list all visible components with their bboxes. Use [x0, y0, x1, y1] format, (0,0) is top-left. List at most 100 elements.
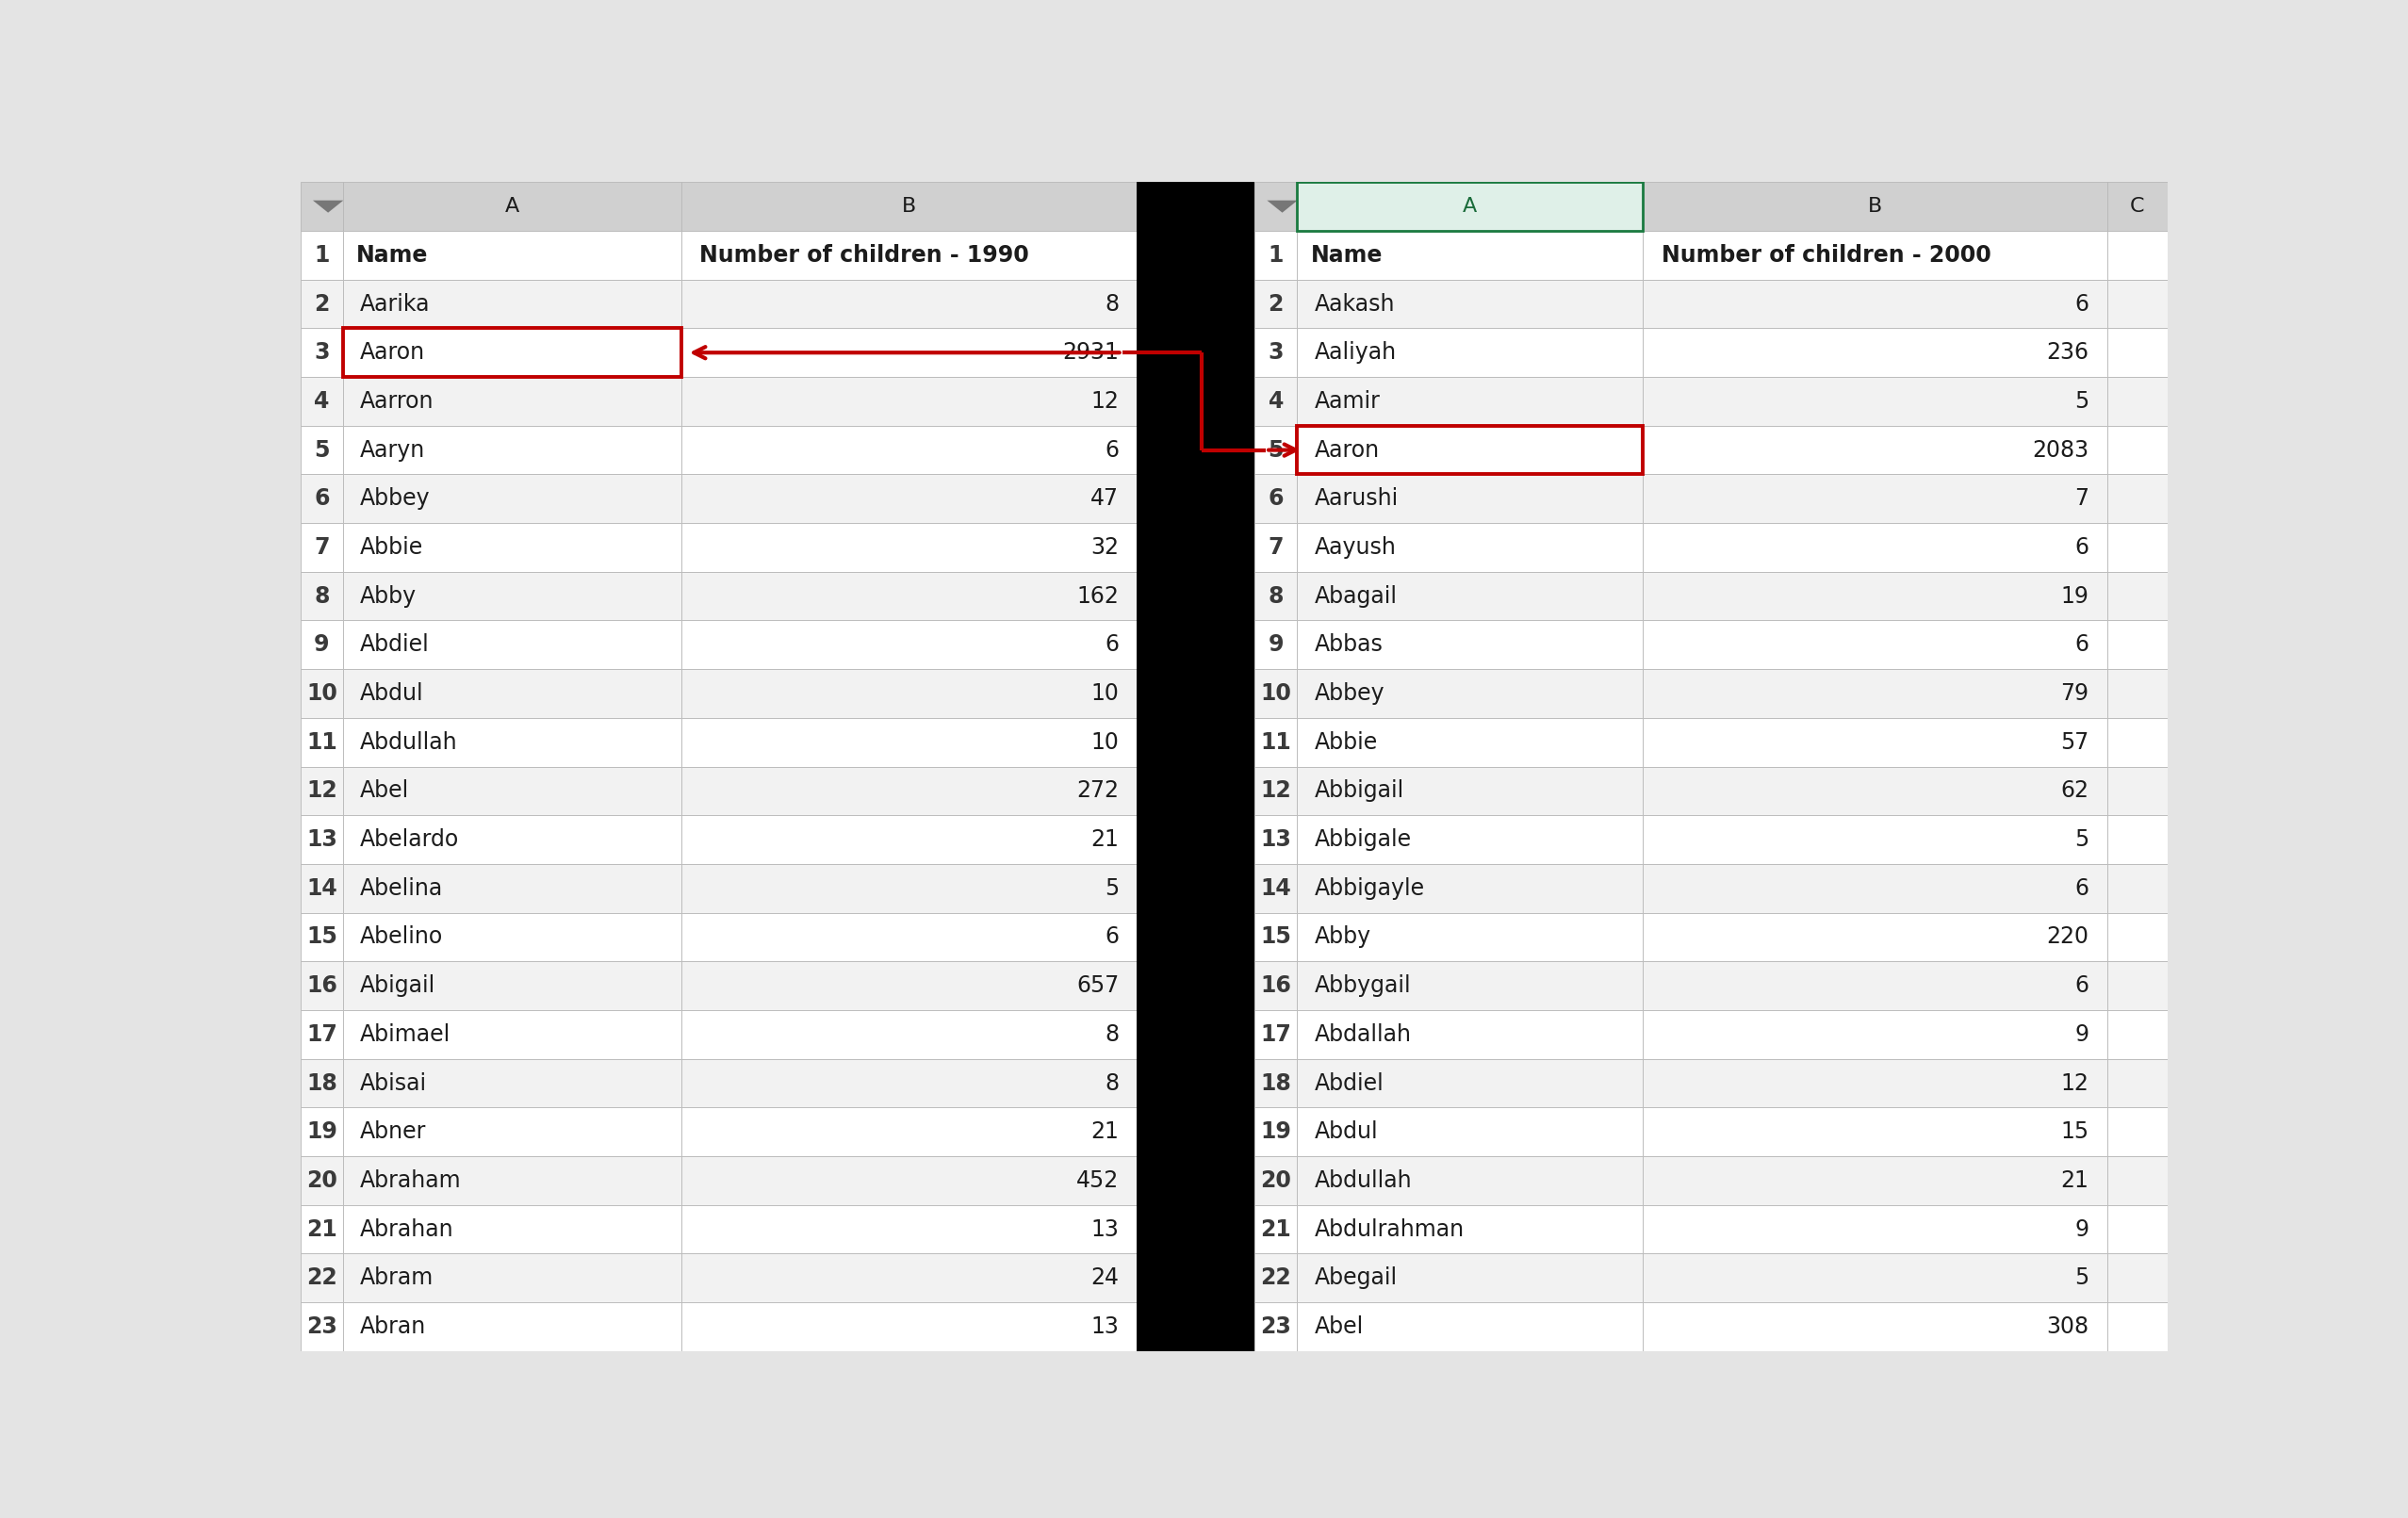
Text: Abbigayle: Abbigayle	[1315, 877, 1426, 900]
Text: 15: 15	[2061, 1120, 2088, 1143]
Text: 8: 8	[1269, 584, 1283, 607]
Text: 6: 6	[2076, 975, 2088, 997]
Bar	[681, 1157, 1137, 1205]
Text: Abagail: Abagail	[1315, 584, 1397, 607]
Text: 24: 24	[1091, 1266, 1120, 1289]
Bar	[342, 1205, 681, 1254]
Text: Aamir: Aamir	[1315, 390, 1380, 413]
Bar	[681, 279, 1137, 328]
Bar	[681, 1205, 1137, 1254]
Bar	[681, 912, 1137, 961]
Text: Abbey: Abbey	[1315, 682, 1385, 704]
Bar	[301, 1108, 342, 1157]
Bar	[1642, 815, 2107, 864]
Text: 10: 10	[306, 682, 337, 704]
Bar	[2107, 1060, 2167, 1108]
Text: Abbigale: Abbigale	[1315, 829, 1411, 852]
Bar	[1255, 912, 1298, 961]
Text: 6: 6	[1105, 926, 1120, 949]
Bar	[301, 231, 342, 279]
Bar	[681, 961, 1137, 1009]
Text: Abbas: Abbas	[1315, 633, 1382, 656]
Text: 10: 10	[1091, 732, 1120, 753]
Bar	[1642, 524, 2107, 572]
Text: Abbygail: Abbygail	[1315, 975, 1411, 997]
Text: C: C	[2131, 197, 2146, 216]
Text: Abdulrahman: Abdulrahman	[1315, 1217, 1464, 1240]
Text: 2: 2	[313, 293, 330, 316]
Text: 5: 5	[1105, 877, 1120, 900]
Text: 15: 15	[306, 926, 337, 949]
Bar	[1642, 474, 2107, 524]
Bar	[1255, 1060, 1298, 1108]
Bar	[1298, 1254, 1642, 1302]
Text: 19: 19	[2061, 584, 2088, 607]
Text: 236: 236	[2047, 342, 2088, 364]
Text: 272: 272	[1076, 780, 1120, 802]
Bar	[1298, 182, 1642, 231]
Bar	[2107, 1205, 2167, 1254]
Bar	[1642, 231, 2107, 279]
Bar	[1298, 669, 1642, 718]
Bar	[2107, 425, 2167, 474]
Text: 13: 13	[1259, 829, 1291, 852]
Bar	[681, 182, 1137, 231]
Text: Abbie: Abbie	[1315, 732, 1377, 753]
Text: Name: Name	[1310, 244, 1382, 267]
Bar	[1642, 328, 2107, 376]
Text: 12: 12	[1259, 780, 1291, 802]
Bar	[342, 182, 681, 231]
Text: Abdullah: Abdullah	[1315, 1169, 1411, 1192]
Text: 21: 21	[1091, 829, 1120, 852]
Text: Abdallah: Abdallah	[1315, 1023, 1411, 1046]
Text: Abelino: Abelino	[359, 926, 443, 949]
Bar	[301, 328, 342, 376]
Bar	[1255, 572, 1298, 621]
Bar	[1298, 815, 1642, 864]
Bar	[2107, 864, 2167, 912]
Text: Abraham: Abraham	[359, 1169, 460, 1192]
Text: 1: 1	[1269, 244, 1283, 267]
Bar	[1298, 474, 1642, 524]
Bar	[342, 767, 681, 815]
Bar	[1255, 182, 1298, 231]
Bar	[1298, 621, 1642, 669]
Text: Aakash: Aakash	[1315, 293, 1394, 316]
Bar	[342, 425, 681, 474]
Text: 9: 9	[2076, 1023, 2088, 1046]
Text: 4: 4	[313, 390, 330, 413]
Text: 3: 3	[313, 342, 330, 364]
Bar	[2107, 376, 2167, 425]
Bar	[1137, 182, 1255, 1351]
Bar	[342, 864, 681, 912]
Bar	[1298, 182, 1642, 231]
Bar	[1255, 1157, 1298, 1205]
Text: 9: 9	[2076, 1217, 2088, 1240]
Bar	[1298, 279, 1642, 328]
Bar	[301, 182, 342, 231]
Bar	[342, 1302, 681, 1351]
Text: 220: 220	[2047, 926, 2088, 949]
Bar	[2107, 279, 2167, 328]
Text: Abisai: Abisai	[359, 1072, 426, 1094]
Bar	[342, 669, 681, 718]
Text: Abbie: Abbie	[359, 536, 424, 559]
Bar	[1642, 961, 2107, 1009]
Text: 5: 5	[313, 439, 330, 461]
Bar	[681, 524, 1137, 572]
Text: 20: 20	[306, 1169, 337, 1192]
Bar	[1642, 376, 2107, 425]
Bar	[1298, 912, 1642, 961]
Text: Abdul: Abdul	[1315, 1120, 1377, 1143]
Bar	[1298, 328, 1642, 376]
Text: 1: 1	[313, 244, 330, 267]
Text: 20: 20	[1259, 1169, 1291, 1192]
Text: 452: 452	[1076, 1169, 1120, 1192]
Bar	[681, 1302, 1137, 1351]
Bar	[681, 1009, 1137, 1060]
Bar	[1255, 1009, 1298, 1060]
Bar	[342, 376, 681, 425]
Text: 21: 21	[2061, 1169, 2088, 1192]
Bar	[301, 1060, 342, 1108]
Text: 21: 21	[306, 1217, 337, 1240]
